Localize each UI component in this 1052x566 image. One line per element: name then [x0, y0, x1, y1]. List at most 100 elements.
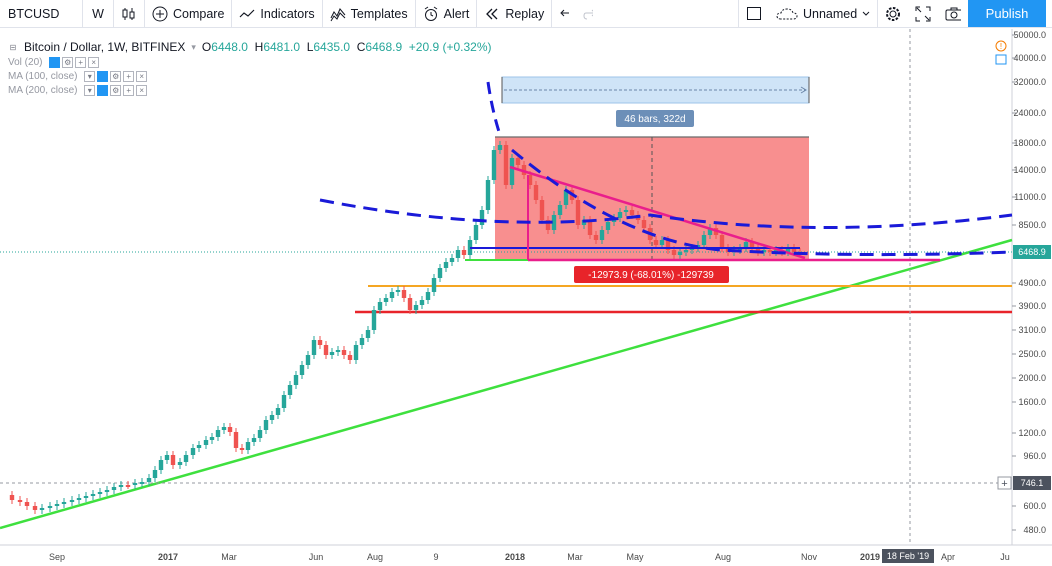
candle-up — [177, 462, 183, 465]
ohlc-values: O6448.0 H6481.0 L6435.0 C6468.9 +20.9 (+… — [202, 40, 492, 54]
replay-button[interactable]: Replay — [477, 0, 551, 28]
pink-descending-line[interactable] — [509, 165, 806, 260]
undo-button[interactable] — [552, 0, 576, 28]
candle-up — [371, 310, 377, 330]
eye-icon[interactable] — [49, 57, 61, 68]
candle-down — [347, 355, 353, 360]
close-icon[interactable]: × — [136, 71, 148, 82]
interval-label: W — [92, 6, 104, 21]
price-axis[interactable]: 50000.0 40000.0 32000.0 24000.0 18000.0 14000… — [1012, 30, 1046, 535]
price-tick-label: 32000.0 — [1013, 77, 1046, 87]
price-chart[interactable]: 46 bars, 322d -12973.9 (-68.01%) -129739… — [0, 29, 1052, 566]
templates-button[interactable]: Templates — [323, 0, 415, 28]
close-icon[interactable]: × — [88, 57, 100, 68]
time-tick-label: Ju — [1000, 552, 1010, 562]
alert-button[interactable]: Alert — [416, 0, 477, 28]
candle-down — [323, 345, 329, 355]
chevron-down-icon[interactable]: ▾ — [191, 41, 196, 52]
candle-up — [431, 278, 437, 292]
snapshot-button[interactable] — [938, 0, 968, 28]
green-trendline[interactable] — [0, 238, 1013, 530]
candle-up — [707, 228, 713, 235]
candle-up — [311, 340, 317, 355]
candle-down — [671, 250, 677, 255]
price-tick-label: 18000.0 — [1013, 138, 1046, 148]
candle-up — [263, 420, 269, 430]
indicator-wave-icon — [239, 9, 255, 17]
time-tick-label: Sep — [49, 552, 65, 562]
publish-label: Publish — [985, 6, 1029, 21]
candle-down — [533, 185, 539, 200]
dropdown-icon[interactable]: ▾ — [84, 85, 96, 96]
expand-icon — [915, 6, 931, 22]
candle-up — [605, 222, 611, 230]
indicators-label: Indicators — [260, 6, 315, 21]
time-axis[interactable]: Sep 2017 Mar Jun Aug 9 2018 Mar May Aug Nov 2019 Apr… — [49, 552, 1010, 562]
time-tick-label: Apr — [941, 552, 955, 562]
candle-up — [61, 502, 67, 504]
collapse-icon[interactable]: ⊟ — [9, 42, 17, 52]
candle-up — [701, 235, 707, 245]
candle-up — [623, 210, 629, 212]
redo-button[interactable] — [576, 0, 600, 28]
dashed-curve-upper[interactable] — [319, 198, 1013, 229]
add-level-button[interactable] — [997, 476, 1012, 490]
candle-down — [317, 340, 323, 345]
data-window-icon[interactable] — [995, 54, 1007, 65]
candle-down — [587, 220, 593, 235]
settings-icon[interactable]: ⚙ — [110, 71, 122, 82]
candle-down — [227, 427, 233, 432]
eye-icon[interactable] — [97, 85, 109, 96]
price-tick-label: 2500.0 — [1018, 349, 1046, 359]
candle-up — [437, 268, 443, 278]
candle-down — [593, 235, 599, 240]
time-tick-label: Jun — [309, 552, 324, 562]
time-tick-label: Aug — [715, 552, 731, 562]
range-label: 46 bars, 322d — [624, 114, 685, 125]
indicators-button[interactable]: Indicators — [232, 0, 321, 28]
alert-info-icon[interactable] — [995, 40, 1007, 52]
candle-up — [413, 305, 419, 310]
chart-style-button[interactable] — [114, 0, 144, 28]
candle-down — [170, 455, 176, 465]
eye-icon[interactable] — [97, 71, 109, 82]
candle-up — [209, 437, 215, 440]
top-toolbar: BTCUSD W Compare Indicators Templates Al… — [0, 0, 1052, 28]
indicator-row-ma100[interactable]: MA (100, close) ▾ ⚙ + × — [8, 71, 492, 82]
chevron-down-icon — [862, 11, 870, 16]
fullscreen-button[interactable] — [908, 0, 938, 28]
interval-button[interactable]: W — [83, 0, 113, 28]
candle-up — [443, 262, 449, 268]
exclamation-icon: ! — [1000, 42, 1002, 51]
time-tick-label: Mar — [221, 552, 237, 562]
indicator-row-ma200[interactable]: MA (200, close) ▾ ⚙ + × — [8, 85, 492, 96]
indicator-row-vol[interactable]: Vol (20) ⚙ + × — [8, 57, 492, 68]
settings-icon[interactable]: ⚙ — [62, 57, 74, 68]
candle-up — [215, 430, 221, 437]
add-icon[interactable]: + — [75, 57, 87, 68]
candle-up — [617, 212, 623, 218]
settings-icon[interactable]: ⚙ — [110, 85, 122, 96]
dropdown-icon[interactable]: ▾ — [84, 71, 96, 82]
compare-button[interactable]: Compare — [145, 0, 231, 28]
candle-up — [47, 506, 53, 508]
series-legend[interactable]: ⊟ Bitcoin / Dollar, 1W, BITFINEX ▾ O6448… — [8, 40, 492, 54]
range-label-box — [616, 110, 694, 127]
add-icon[interactable]: + — [123, 71, 135, 82]
symbol-search[interactable]: BTCUSD — [0, 0, 82, 28]
fullscreen-toggle-button[interactable] — [739, 0, 769, 28]
close-icon[interactable]: × — [136, 85, 148, 96]
price-tick-label: 40000.0 — [1013, 53, 1046, 63]
settings-button[interactable] — [878, 0, 908, 28]
divider — [113, 0, 114, 28]
candle-up — [76, 498, 82, 500]
cloud-icon — [776, 8, 798, 20]
last-price-value: 6468.9 — [1018, 247, 1046, 257]
replay-label: Replay — [505, 6, 545, 21]
candle-down — [407, 298, 413, 310]
layout-name-button[interactable]: Unnamed — [769, 0, 877, 28]
publish-button[interactable]: Publish — [968, 0, 1046, 27]
dashed-arc-top[interactable] — [486, 81, 502, 136]
candle-up — [359, 338, 365, 345]
add-icon[interactable]: + — [123, 85, 135, 96]
